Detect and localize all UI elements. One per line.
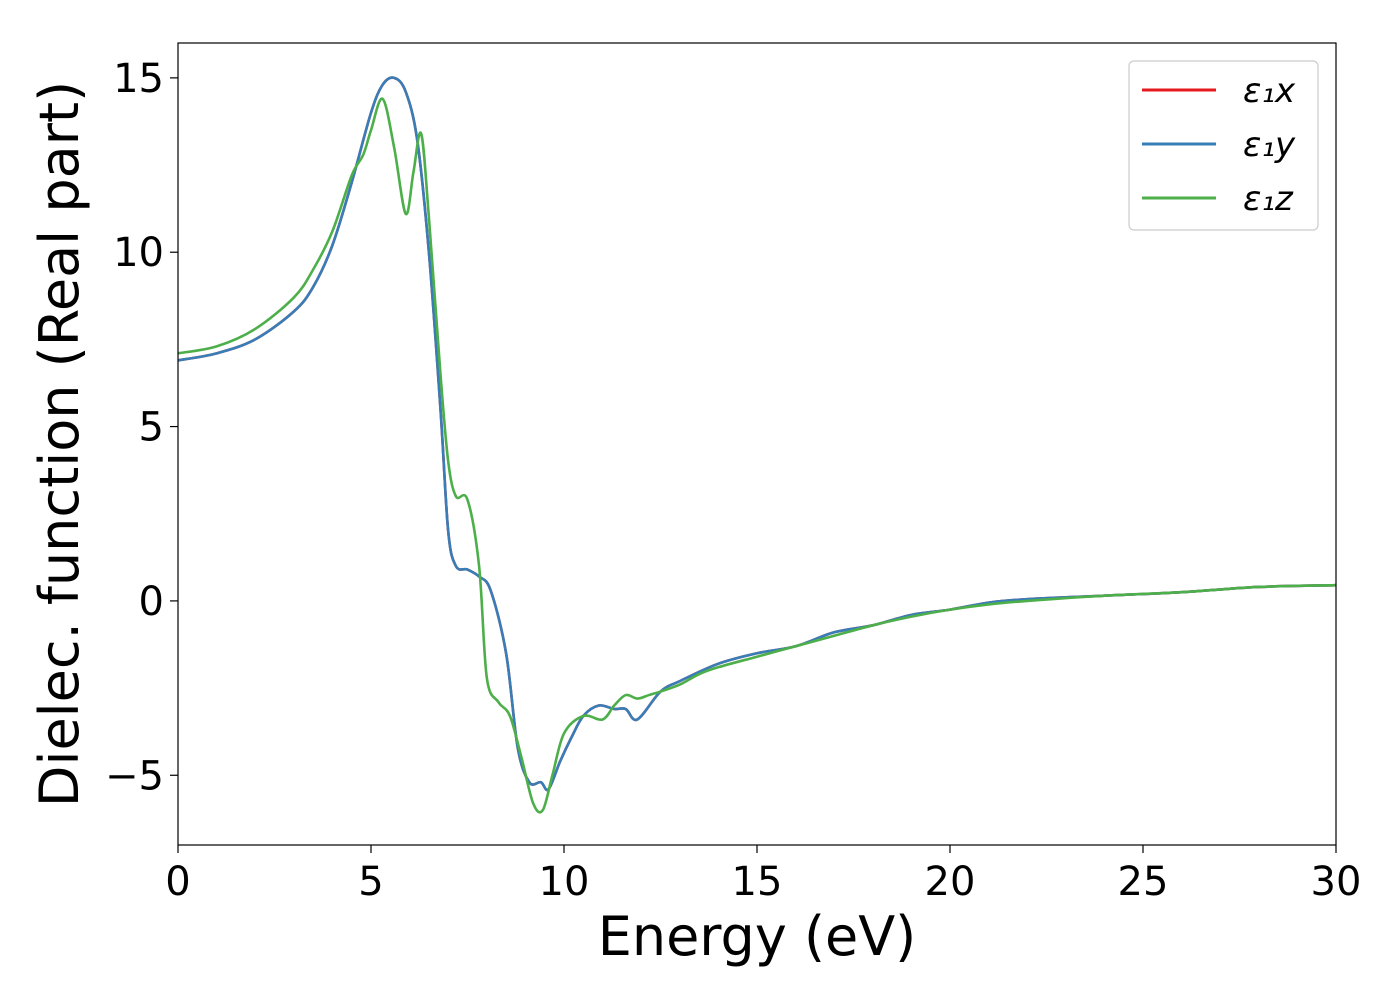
y-tick-label: −5 — [105, 753, 164, 799]
y-axis-label: Dielec. function (Real part) — [28, 81, 91, 807]
y-tick-label: 0 — [139, 579, 164, 625]
y-axis-ticks: −5 0 5 10 15 — [105, 56, 178, 799]
x-axis-label: Energy (eV) — [598, 905, 917, 968]
x-tick-label: 25 — [1118, 859, 1169, 905]
x-tick-label: 10 — [539, 859, 590, 905]
x-axis-ticks: 0 5 10 15 20 25 30 — [165, 845, 1361, 905]
legend-label-y: ε₁y — [1243, 125, 1296, 165]
series-line-eps1z — [177, 97, 1337, 814]
legend-label-z: ε₁z — [1243, 179, 1294, 219]
y-tick-label: 15 — [113, 56, 164, 102]
legend: ε₁x ε₁y ε₁z — [1128, 60, 1319, 231]
x-tick-label: 20 — [925, 859, 976, 905]
y-tick-label: 10 — [113, 230, 164, 276]
legend-label-x: ε₁x — [1243, 71, 1296, 111]
x-tick-label: 30 — [1311, 859, 1362, 905]
x-tick-label: 15 — [732, 859, 783, 905]
plot-lines — [177, 76, 1337, 814]
legend-frame — [1128, 60, 1319, 231]
y-tick-label: 5 — [139, 405, 164, 451]
x-tick-label: 5 — [358, 859, 383, 905]
x-tick-label: 0 — [165, 859, 190, 905]
